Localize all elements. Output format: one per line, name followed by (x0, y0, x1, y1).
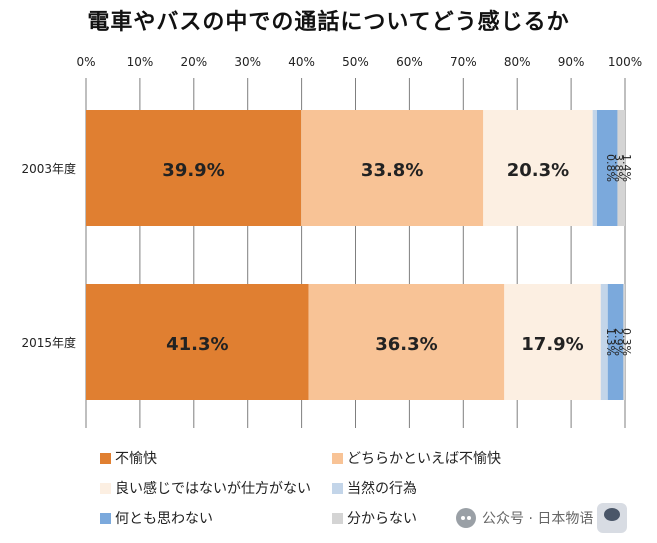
legend-label: 何とも思わない (115, 511, 213, 527)
x-tick-label: 70% (450, 55, 477, 69)
bar-segment (504, 284, 601, 400)
legend-swatch (100, 482, 111, 494)
category-label: 2015年度 (21, 335, 76, 350)
watermark: 公众号 · 日本物语 (456, 503, 628, 533)
bar-segment (86, 110, 302, 226)
small-data-label: 1.3% (604, 328, 617, 356)
x-tick-label: 40% (288, 55, 315, 69)
bar-segment (308, 284, 505, 400)
legend-swatch (100, 512, 111, 524)
small-data-label: 0.3% (620, 328, 633, 356)
legend-item: 不愉快 (100, 448, 332, 468)
bar-segment (607, 284, 624, 400)
data-label: 17.9% (521, 334, 583, 355)
bar-segment (301, 110, 484, 226)
small-data-label: 0.8% (604, 154, 617, 182)
x-tick-label: 60% (396, 55, 423, 69)
axis-labels: 0% 10% 20% 30% 40% 50% 60% 70% 80% 90% 100% 2003年度 2… (21, 55, 642, 350)
legend-item: どちらかといえば不愉快 (332, 448, 540, 468)
x-tick-label: 80% (504, 55, 531, 69)
bar-segment (600, 284, 608, 400)
data-labels: 39.9% 33.8% 20.3% 0.8%3.8%1.4% 41.3% 36.3% 17.… (162, 154, 633, 356)
legend-item: 良い感じではないが仕方がない (100, 478, 332, 498)
x-tick-label: 30% (234, 55, 261, 69)
legend-label: 不愉快 (115, 451, 157, 467)
x-tick-label: 10% (127, 55, 154, 69)
x-tick-label: 90% (558, 55, 585, 69)
data-label: 41.3% (166, 334, 228, 355)
bar-segment (596, 110, 618, 226)
legend-swatch (100, 452, 111, 464)
wechat-icon (456, 508, 476, 528)
legend-label: 良い感じではないが仕方がない (115, 481, 311, 497)
x-tick-label: 100% (608, 55, 642, 69)
mascot-icon (597, 503, 628, 533)
bar-segments (86, 110, 625, 400)
bar-segment (592, 110, 597, 226)
data-label: 36.3% (375, 334, 437, 355)
data-label: 20.3% (507, 160, 569, 181)
bar-segment (86, 284, 309, 400)
bar-segment (617, 110, 625, 226)
legend-item: 分からない (332, 508, 540, 528)
small-data-label: 3.8% (612, 154, 625, 182)
x-tick-label: 50% (342, 55, 369, 69)
small-data-label: 1.4% (620, 154, 633, 182)
chart-title: 電車やバスの中での通話についてどう感じるか (87, 10, 570, 35)
legend-swatch (332, 512, 343, 524)
data-label: 39.9% (162, 160, 224, 181)
legend-swatch (332, 452, 343, 464)
legend-item: 何とも思わない (100, 508, 332, 528)
x-tick-label: 0% (76, 55, 95, 69)
small-data-label: 2.9% (612, 328, 625, 356)
bar-segment (483, 110, 593, 226)
legend-label: 当然の行為 (347, 481, 417, 497)
legend-swatch (332, 482, 343, 494)
legend-item: 当然の行為 (332, 478, 540, 498)
legend-label: どちらかといえば不愉快 (347, 451, 501, 467)
legend-label: 分からない (347, 511, 417, 527)
legend: 不愉快 どちらかといえば不愉快良い感じではないが仕方がない 当然の行為何とも思わない… (100, 448, 540, 528)
watermark-text: 公众号 · 日本物语 (482, 511, 594, 527)
category-label: 2003年度 (21, 161, 76, 176)
x-tick-label: 20% (180, 55, 207, 69)
bar-segment (623, 284, 625, 400)
data-label: 33.8% (361, 160, 423, 181)
